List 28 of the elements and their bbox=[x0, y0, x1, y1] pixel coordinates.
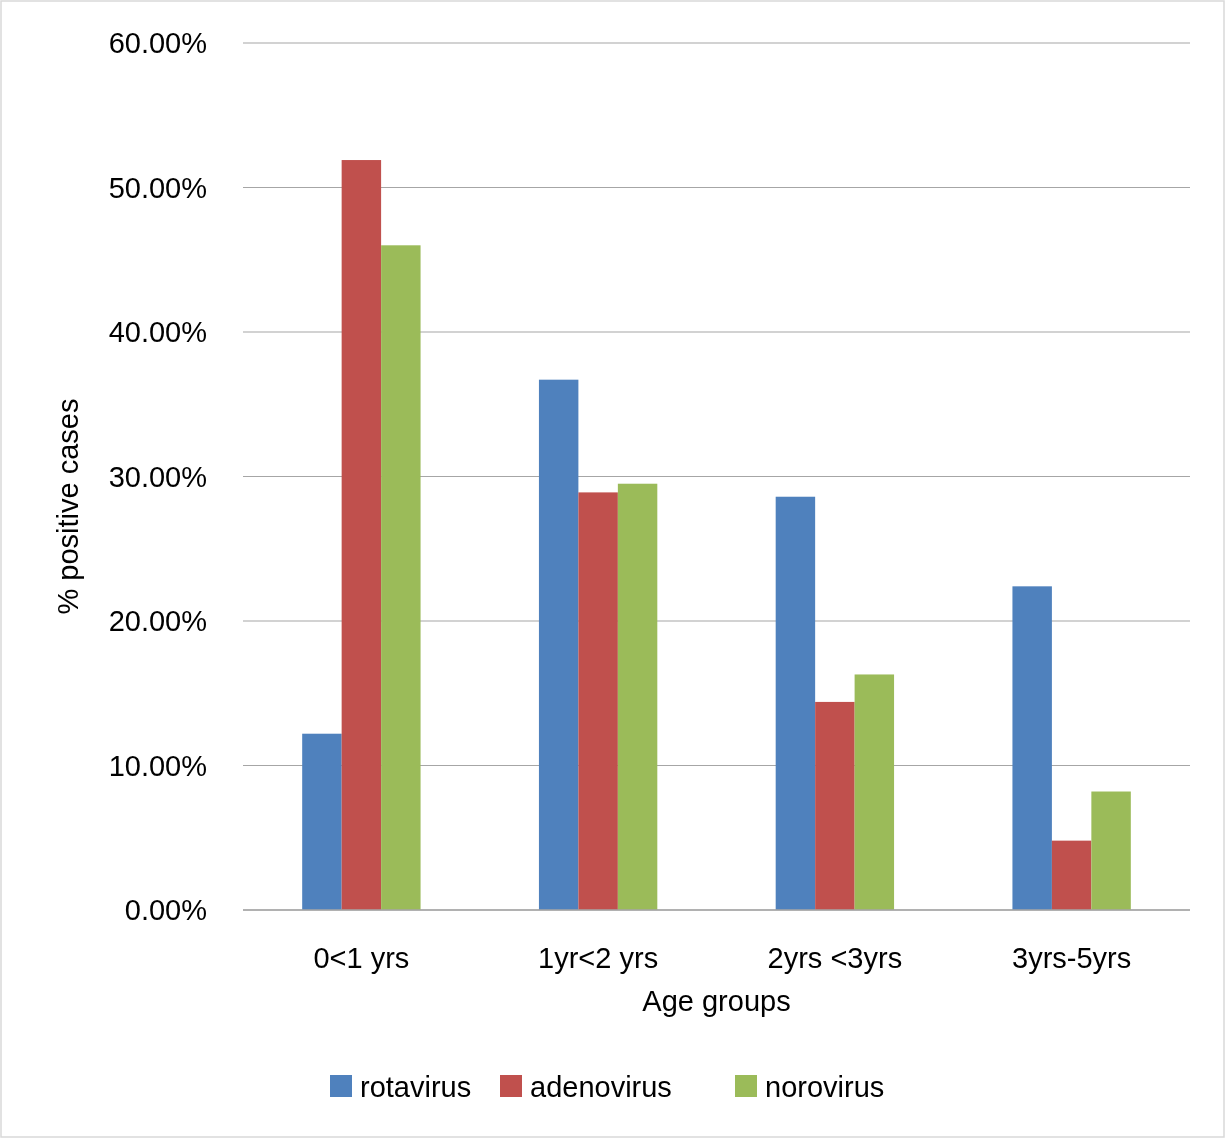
bar bbox=[578, 492, 618, 910]
bar bbox=[538, 379, 579, 910]
y-tick-label: 0.00% bbox=[124, 894, 207, 927]
legend-label: norovirus bbox=[765, 1071, 885, 1103]
bar bbox=[1091, 791, 1131, 910]
legend-label: adenovirus bbox=[530, 1071, 672, 1103]
bar bbox=[775, 496, 816, 910]
y-tick-label: 40.00% bbox=[108, 316, 207, 349]
x-tick-label: 1yr<2 yrs bbox=[538, 942, 659, 974]
bar bbox=[1012, 586, 1052, 910]
bar bbox=[1051, 840, 1092, 910]
legend-label: rotavirus bbox=[360, 1071, 472, 1103]
x-axis-title: Age groups bbox=[642, 985, 791, 1017]
bar bbox=[381, 245, 421, 910]
bar bbox=[854, 674, 895, 910]
bar bbox=[302, 733, 342, 910]
bar bbox=[617, 483, 658, 910]
y-tick-label: 50.00% bbox=[108, 171, 207, 204]
y-axis-title: % positive cases bbox=[52, 398, 84, 615]
bar bbox=[341, 160, 382, 910]
y-tick-label: 10.00% bbox=[108, 749, 207, 782]
bar bbox=[815, 701, 855, 910]
y-tick-label: 60.00% bbox=[108, 27, 207, 60]
y-tick-label: 30.00% bbox=[108, 460, 207, 493]
x-tick-label: 0<1 yrs bbox=[313, 942, 410, 974]
x-tick-label: 2yrs <3yrs bbox=[767, 942, 903, 974]
y-tick-label: 20.00% bbox=[108, 605, 207, 638]
x-tick-label: 3yrs-5yrs bbox=[1012, 942, 1132, 974]
